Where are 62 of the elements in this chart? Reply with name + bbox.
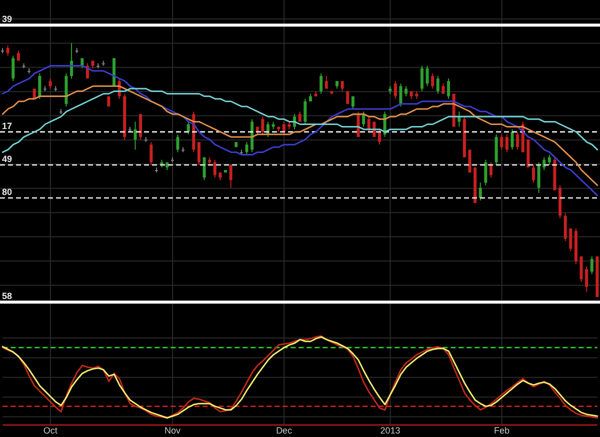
candlestick [245, 142, 248, 156]
candlestick [367, 116, 370, 132]
annotation: 17 [2, 120, 12, 131]
candlestick [569, 228, 572, 252]
candlestick [516, 131, 520, 150]
candlestick [532, 164, 535, 184]
candlestick [139, 114, 142, 140]
annotation: 49 [2, 154, 12, 164]
candlestick [372, 121, 376, 138]
candlestick [229, 164, 232, 188]
candlestick [261, 116, 264, 135]
candlestick [500, 134, 504, 150]
candlestick [436, 75, 440, 94]
candlestick [378, 128, 381, 146]
x-tick-label: Oct [43, 425, 58, 436]
candlestick [134, 121, 137, 150]
candlestick [186, 121, 190, 135]
candlestick [505, 134, 508, 153]
text: 39 [2, 14, 12, 24]
x-tick-label: Feb [494, 425, 510, 436]
candlestick [6, 44, 10, 56]
candlestick [489, 162, 492, 178]
candlestick [80, 58, 84, 69]
candlestick [12, 55, 15, 82]
candlestick [48, 78, 52, 90]
candlestick [580, 256, 583, 282]
candlestick [346, 90, 350, 104]
candlestick [38, 72, 42, 100]
candlestick [420, 65, 424, 92]
candlestick [150, 142, 153, 166]
candlestick [394, 80, 397, 100]
annotation: 80 [2, 186, 12, 197]
candlestick [176, 134, 180, 153]
annotation: 58 [2, 291, 12, 302]
candlestick [70, 42, 74, 80]
candlestick [442, 83, 445, 94]
candlestick [197, 142, 200, 166]
candlestick [510, 128, 514, 150]
candlestick [399, 83, 402, 107]
candlestick [320, 72, 323, 94]
candlestick [351, 96, 354, 110]
candlestick [447, 78, 450, 100]
candlestick [590, 256, 594, 275]
candlestick [484, 159, 488, 186]
candlestick [213, 159, 216, 178]
candlestick [426, 65, 429, 87]
candlestick [537, 162, 540, 194]
candlestick [478, 182, 482, 201]
x-tick-label: 2013 [380, 425, 400, 436]
candlestick [564, 212, 567, 242]
candlestick [340, 80, 344, 92]
candlestick [548, 154, 551, 166]
candlestick [362, 111, 366, 128]
candlestick [468, 149, 472, 174]
candlestick [304, 98, 307, 125]
candlestick [404, 86, 408, 97]
x-tick-label: Nov [164, 425, 182, 436]
candlestick [585, 266, 588, 292]
x-tick-label: Dec [276, 425, 293, 436]
candlestick [324, 75, 328, 90]
candlestick [102, 60, 105, 66]
candlestick [431, 72, 434, 90]
